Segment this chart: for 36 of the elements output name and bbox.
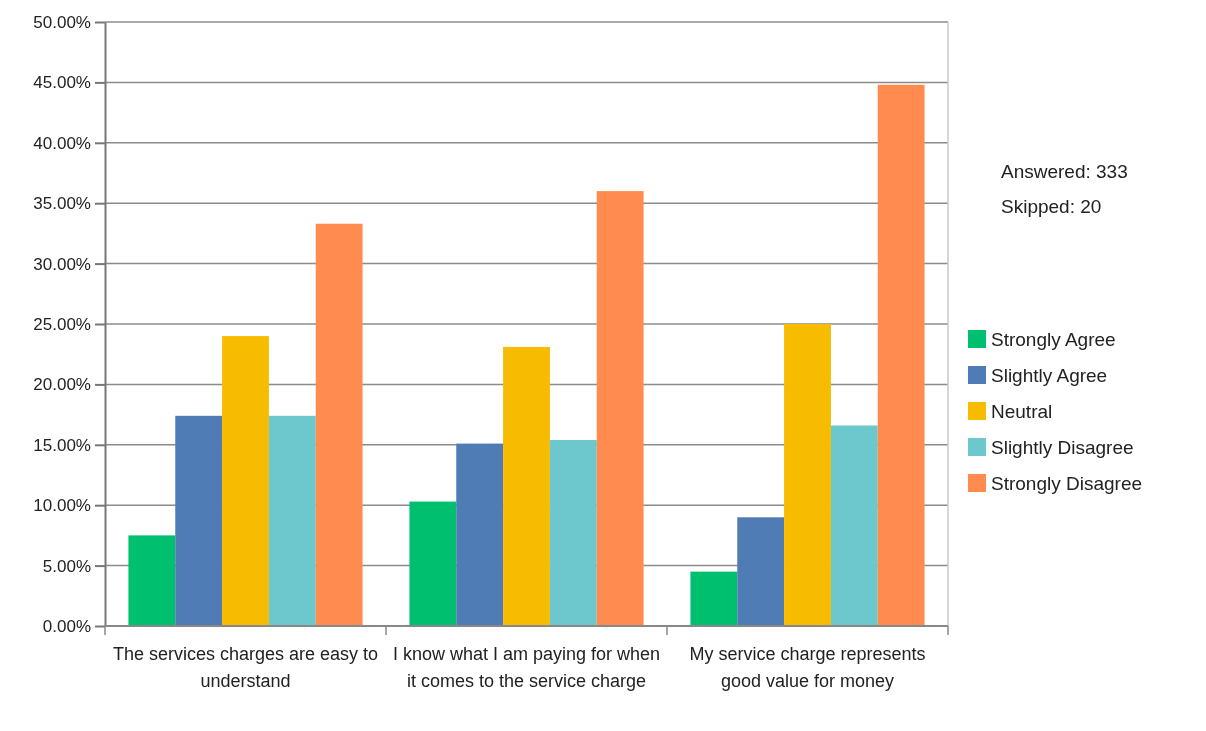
bar xyxy=(456,443,504,626)
bar xyxy=(737,517,785,626)
bar xyxy=(128,535,176,626)
y-tick-label: 0.00% xyxy=(42,616,91,636)
bar xyxy=(503,346,550,626)
bar xyxy=(784,324,831,626)
legend-label: Slightly Agree xyxy=(991,365,1108,386)
y-tick-label: 35.00% xyxy=(33,194,91,214)
bar xyxy=(268,415,316,626)
x-tick-label: The services charges are easy to understand xyxy=(112,644,379,691)
bar xyxy=(830,425,878,626)
bar xyxy=(549,439,597,626)
legend-label: Strongly Disagree xyxy=(991,473,1143,494)
legend-label: Neutral xyxy=(991,401,1053,422)
bar xyxy=(690,571,738,626)
bar xyxy=(877,84,925,626)
bar xyxy=(222,336,269,626)
legend-label: Slightly Disagree xyxy=(991,437,1134,458)
x-tick-label: My service charge represents good value for money xyxy=(689,644,926,691)
bar xyxy=(315,223,363,626)
y-tick-label: 5.00% xyxy=(42,556,91,576)
y-tick-label: 30.00% xyxy=(33,254,91,274)
bar xyxy=(596,191,644,626)
bar xyxy=(409,501,457,626)
bar xyxy=(175,415,223,626)
y-tick-label: 40.00% xyxy=(33,133,91,153)
text: Answered: 333 xyxy=(1001,161,1128,182)
y-tick-label: 20.00% xyxy=(33,375,91,395)
y-tick-label: 25.00% xyxy=(33,314,91,334)
y-tick-label: 15.00% xyxy=(33,435,91,455)
y-tick-label: 45.00% xyxy=(33,73,91,93)
legend-label: Strongly Agree xyxy=(991,329,1116,350)
y-tick-label: 10.00% xyxy=(33,496,91,516)
y-tick-label: 50.00% xyxy=(33,12,91,32)
x-tick-label: I know what I am paying for when it comes to the service charge xyxy=(392,644,661,691)
text: Skipped: 20 xyxy=(1001,196,1102,217)
